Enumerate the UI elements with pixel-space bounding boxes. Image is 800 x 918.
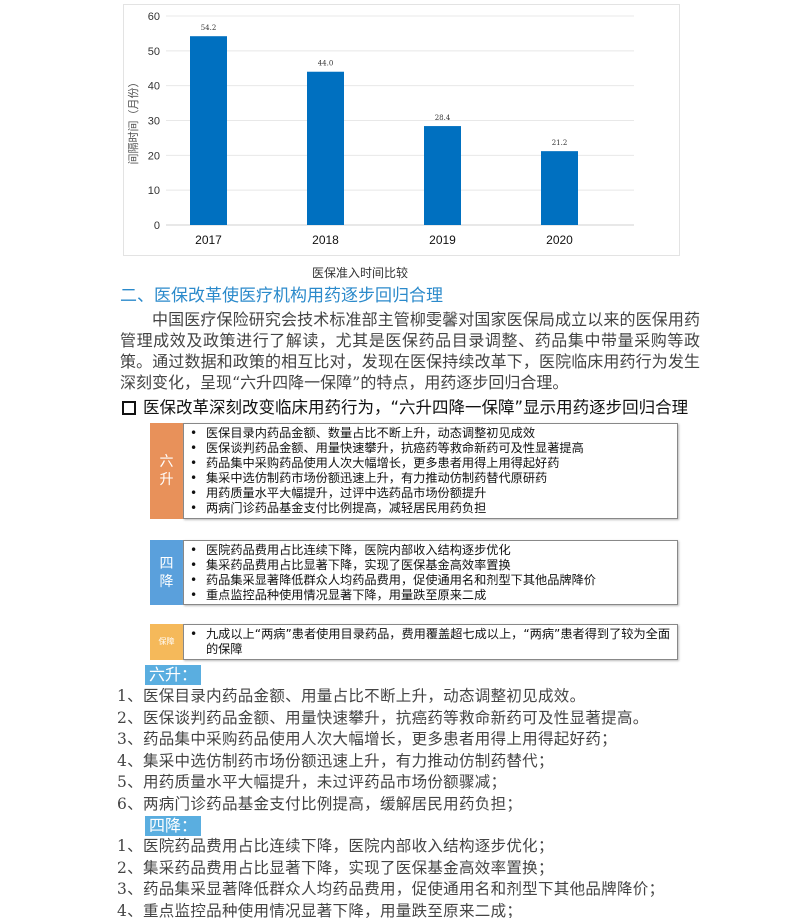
list-item: 2、医保谈判药品金额、用量快速攀升，抗癌药等救命新药可及性显著提高。 [117,708,649,727]
y-tick-label: 0 [154,220,160,232]
list-item: 2、集采药品费用占比显著下降，实现了医保基金高效率置换； [117,858,554,877]
x-tick-label: 2017 [195,233,222,247]
data-label: 21.2 [552,139,568,147]
four-down-list: 1、医院药品费用占比连续下降，医院内部收入结构逐步优化； 2、集采药品费用占比显… [117,836,664,918]
bar [190,36,227,225]
x-tick-label: 2020 [546,233,573,247]
figure-title: 医保改革深刻改变临床用药行为，“六升四降一保障”显示用药逐步回归合理 [122,398,688,418]
group-items: 医院药品费用占比连续下降，医院内部收入结构逐步优化 集采药品费用占比显著下降，实… [183,540,678,605]
list-item: 3、药品集中采购药品使用人次大幅增长，更多患者用得上用得起好药； [117,730,617,749]
data-label: 54.2 [201,24,217,32]
group-items: 九成以上“两病”患者使用目录药品，费用覆盖超七成以上，“两病”患者得到了较为全面… [183,624,678,660]
group-items: 医保目录内药品金额、数量占比不断上升，动态调整初见成效 医保谈判药品金额、用量快… [183,423,678,519]
list-item: 用药质量水平大幅提升，过评中选药品市场份额提升 [190,486,671,501]
six-up-label: 六升： [145,665,202,685]
y-tick-label: 50 [148,46,160,58]
list-item: 药品集中采购药品使用人次大幅增长，更多患者用得上用得起好药 [190,456,671,471]
bar [541,151,578,225]
group-four-down: 四降 医院药品费用占比连续下降，医院内部收入结构逐步优化 集采药品费用占比显著下… [150,540,678,605]
tag-six-up: 六升 [150,423,183,519]
list-item: 6、两病门诊药品基金支付比例提高，缓解居民用药负担； [117,794,523,813]
y-axis-title: 间隔时间（月份） [127,77,140,165]
list-item: 集采药品费用占比显著下降，实现了医保基金高效率置换 [190,558,671,573]
list-item: 4、重点监控品种使用情况显著下降，用量跌至原来二成； [117,901,523,918]
list-item: 九成以上“两病”患者使用目录药品，费用覆盖超七成以上，“两病”患者得到了较为全面… [190,627,671,657]
data-label: 28.4 [435,114,451,122]
list-item: 两病门诊药品基金支付比例提高，减轻居民用药负担 [190,501,671,516]
list-item: 集采中选仿制药市场份额迅速上升，有力推动仿制药替代原研药 [190,471,671,486]
group-six-up: 六升 医保目录内药品金额、数量占比不断上升，动态调整初见成效 医保谈判药品金额、… [150,423,678,519]
x-tick-label: 2018 [312,233,339,247]
bar [307,71,344,225]
six-up-list: 1、医保目录内药品金额、用量占比不断上升，动态调整初见成效。 2、医保谈判药品金… [117,686,649,816]
y-tick-label: 10 [148,185,160,197]
chart-svg: 0 10 20 30 40 50 60 54.2 2017 44.0 2018 28.4 2019 21.… [127,11,634,247]
list-item: 3、药品集采显著降低群众人均药品费用，促使通用名和剂型下其他品牌降价； [117,880,665,899]
tag-text: 四降 [159,555,174,590]
y-tick-label: 20 [148,150,160,162]
chart-caption: 医保准入时间比较 [311,266,408,280]
list-item: 医保目录内药品金额、数量占比不断上升，动态调整初见成效 [190,426,671,441]
bar-chart: 0 10 20 30 40 50 60 54.2 2017 44.0 2018 28.4 2019 21.… [123,4,680,256]
list-item: 1、医院药品费用占比连续下降，医院内部收入结构逐步优化； [117,837,554,855]
group-guarantee: 保障 九成以上“两病”患者使用目录药品，费用覆盖超七成以上，“两病”患者得到了较… [150,624,678,660]
list-item: 医保谈判药品金额、用量快速攀升，抗癌药等救命新药可及性显著提高 [190,441,671,456]
x-tick-label: 2019 [429,233,456,247]
body-paragraph: 中国医疗保险研究会技术标准部主管柳雯馨对国家医保局成立以来的医保用药管理成效及政… [120,310,700,392]
tag-text: 保障 [158,637,175,646]
list-item: 1、医保目录内药品金额、用量占比不断上升，动态调整初见成效。 [117,687,586,705]
data-label: 44.0 [318,60,334,68]
list-item: 医院药品费用占比连续下降，医院内部收入结构逐步优化 [190,543,671,558]
square-bullet-icon [122,401,136,415]
list-item: 5、用药质量水平大幅提升，未过评药品市场份额骤减； [117,773,507,792]
tag-guarantee: 保障 [150,624,183,660]
bar [424,126,461,225]
figure-title-text: 医保改革深刻改变临床用药行为，“六升四降一保障”显示用药逐步回归合理 [143,398,689,417]
list-item: 重点监控品种使用情况显著下降，用量跌至原来二成 [190,588,671,603]
y-tick-label: 40 [148,81,160,93]
four-down-label: 四降： [145,816,202,836]
tag-text: 六升 [159,454,174,488]
y-tick-label: 30 [148,116,160,128]
tag-four-down: 四降 [150,540,183,605]
section-heading: 二、医保改革使医疗机构用药逐步回归合理 [120,286,443,306]
list-item: 药品集采显著降低群众人均药品费用，促使通用名和剂型下其他品牌降价 [190,573,671,588]
list-item: 4、集采中选仿制药市场份额迅速上升，有力推动仿制药替代； [117,751,554,770]
y-tick-label: 60 [148,11,160,23]
